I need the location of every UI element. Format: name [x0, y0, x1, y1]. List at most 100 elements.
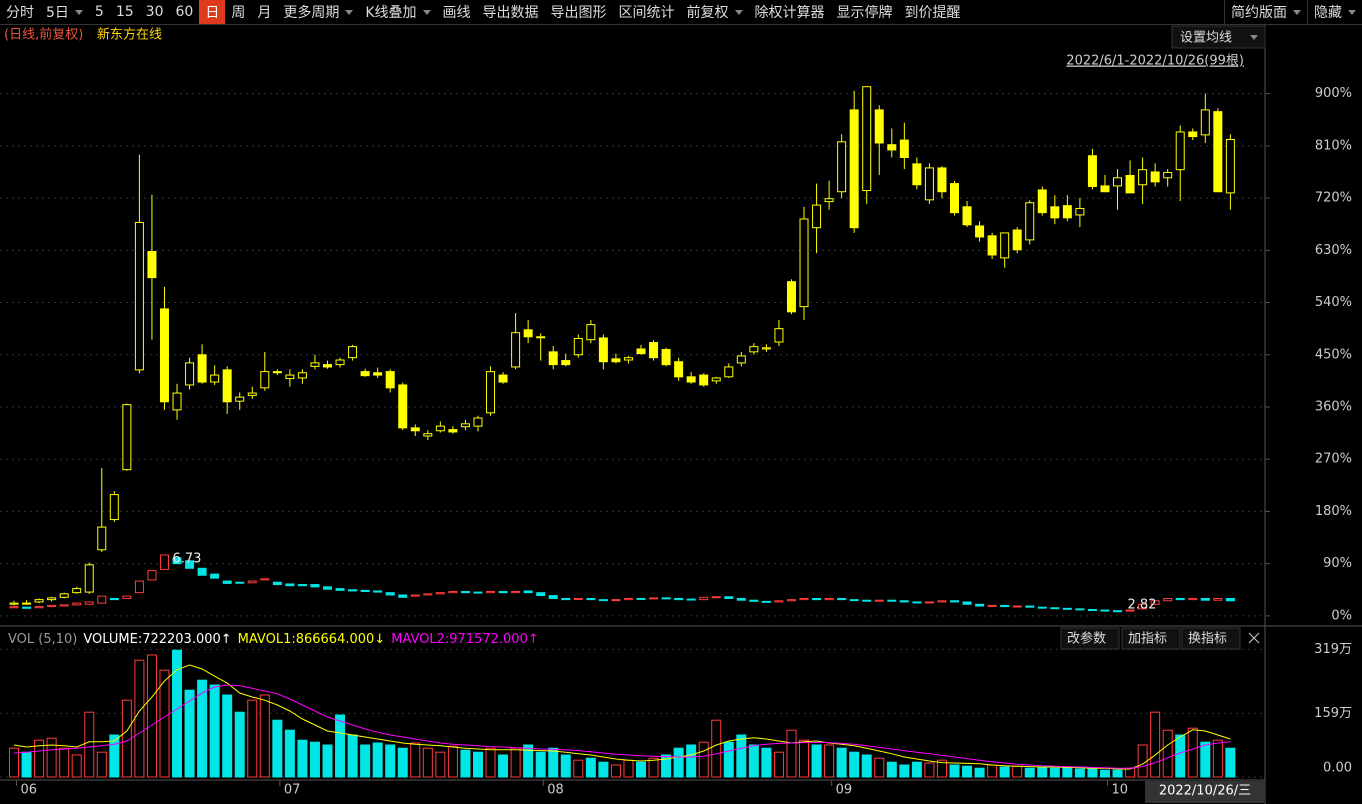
overlay-candle — [335, 588, 345, 591]
toolbar-item[interactable]: 15 — [115, 4, 134, 20]
overlay-candle — [1150, 600, 1160, 605]
toolbar-item[interactable]: 画线 — [442, 5, 471, 21]
toolbar-item[interactable]: 月 — [257, 5, 272, 21]
overlay-candle — [561, 597, 571, 601]
candle-body — [398, 384, 408, 429]
overlay-candle — [523, 590, 533, 594]
toolbar-item[interactable]: 30 — [145, 4, 164, 20]
title: 新东方在线 — [97, 27, 162, 43]
candle-body — [159, 308, 169, 403]
ma-button[interactable]: 设置均线 — [1180, 31, 1232, 46]
candle-body — [22, 602, 32, 605]
overlay-candle — [147, 570, 157, 581]
toolbar-item[interactable]: 5 — [94, 4, 104, 20]
toolbar-item[interactable]: 显示停牌 — [836, 5, 893, 21]
volume-bar — [573, 759, 584, 778]
y-tick-label: 360% — [1315, 399, 1352, 414]
overlay-candle — [862, 599, 872, 602]
candle-body — [1087, 155, 1097, 187]
candle-body — [147, 250, 157, 279]
toolbar-item[interactable]: 到价提醒 — [904, 5, 961, 21]
button-box[interactable] — [1060, 627, 1120, 650]
overlay-candle — [398, 594, 408, 598]
overlay-candle — [937, 600, 947, 603]
overlay-candle — [59, 604, 69, 607]
overlay-candle — [285, 583, 295, 587]
overlay-candle — [962, 601, 972, 605]
toolbar-item[interactable]: K线叠加 — [359, 0, 436, 24]
volume-bar — [1112, 769, 1123, 778]
overlay-candle — [1188, 597, 1198, 601]
candle-body — [724, 366, 734, 378]
y-tick-label: 159万 — [1314, 706, 1352, 721]
y-tick-label: 180% — [1315, 504, 1352, 519]
ma-line — [13, 664, 1231, 770]
candle-body — [310, 362, 320, 367]
candle-body — [975, 225, 985, 238]
toolbar-item[interactable]: 更多周期 — [277, 0, 359, 24]
overlay-candle — [486, 591, 496, 594]
candle-body — [172, 392, 182, 411]
toolbar-item[interactable]: 日 — [199, 0, 226, 24]
overlay-candle — [724, 596, 734, 599]
button[interactable]: 改参数 — [1067, 631, 1106, 647]
candle-body — [950, 183, 959, 214]
volume-bar — [535, 751, 546, 778]
volume-bar — [184, 689, 195, 778]
volume-bar — [560, 754, 571, 778]
toolbar-item[interactable]: 周 — [231, 5, 246, 21]
candle-body — [1175, 131, 1185, 171]
min-label: 2.82 — [1128, 598, 1157, 613]
overlay-candle — [1200, 597, 1210, 601]
toolbar-item[interactable]: 导出图形 — [550, 5, 607, 21]
volume-bar — [610, 764, 621, 778]
toolbar-item[interactable]: 隐藏 — [1307, 0, 1362, 24]
button[interactable]: 加指标 — [1128, 632, 1167, 647]
volume-bar — [272, 719, 283, 778]
button-box[interactable] — [1181, 627, 1241, 650]
toolbar-item[interactable]: 5日 — [40, 0, 89, 24]
toolbar-item[interactable]: 除权计算器 — [754, 5, 825, 21]
overlay-candle — [410, 594, 420, 597]
candle-body — [912, 163, 922, 186]
overlay-candle — [912, 601, 922, 604]
x-tick-label: 10 — [1112, 783, 1129, 798]
toolbar-item[interactable]: 区间统计 — [618, 5, 675, 21]
dropdown-arrow — [1250, 35, 1258, 40]
volume-bar — [773, 751, 784, 778]
overlay-candle — [222, 580, 232, 584]
toolbar-item[interactable]: 简约版面 — [1224, 0, 1307, 24]
overlay-candle — [511, 591, 521, 594]
overlay-candle — [122, 595, 132, 599]
candle-body — [185, 362, 195, 386]
volume-bar — [648, 757, 659, 778]
candle-body — [423, 433, 433, 437]
button[interactable]: 换指标 — [1188, 632, 1227, 647]
volume-bar — [1175, 734, 1186, 778]
toolbar-item[interactable]: 60 — [175, 4, 194, 20]
volume-bar — [1137, 744, 1148, 778]
button-box[interactable] — [1121, 627, 1181, 650]
toolbar-item[interactable]: 前复权 — [681, 0, 749, 24]
overlay-candle — [385, 592, 395, 596]
overlay-candle — [34, 606, 44, 609]
candle-body — [47, 597, 57, 601]
overlay-candle — [649, 597, 659, 600]
y-tick-label: 319万 — [1314, 642, 1352, 657]
candle-body — [34, 599, 44, 603]
toolbar-item[interactable]: 导出数据 — [482, 5, 539, 21]
candle-body — [1138, 169, 1148, 186]
toolbar-item[interactable]: 分时 — [6, 5, 34, 21]
candle-body — [623, 357, 633, 361]
overlay-candle — [761, 600, 771, 603]
candle-body — [1037, 189, 1047, 214]
ma-button-box[interactable] — [1171, 25, 1266, 49]
close-icon[interactable] — [1248, 632, 1260, 644]
volume-bar — [761, 747, 772, 778]
overlay-candle — [536, 592, 546, 597]
volume-bar — [1150, 711, 1161, 778]
candle-body — [122, 404, 132, 471]
candle-body — [435, 425, 445, 432]
candle-body — [749, 346, 759, 353]
